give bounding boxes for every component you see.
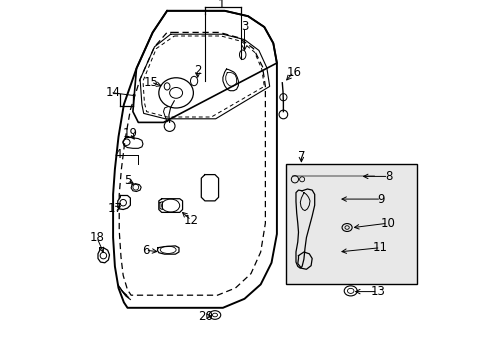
Text: 13: 13 xyxy=(369,285,385,298)
Text: 16: 16 xyxy=(286,66,301,78)
Text: 9: 9 xyxy=(377,193,384,206)
Bar xyxy=(285,164,416,284)
Text: 19: 19 xyxy=(122,127,137,140)
Text: 7: 7 xyxy=(297,150,305,163)
Text: 5: 5 xyxy=(123,174,131,186)
Text: 11: 11 xyxy=(372,241,387,254)
Text: 20: 20 xyxy=(198,310,213,323)
Text: 18: 18 xyxy=(89,231,104,244)
Text: 14: 14 xyxy=(105,86,121,99)
Text: 8: 8 xyxy=(384,170,391,183)
Text: 12: 12 xyxy=(183,214,198,227)
Text: 6: 6 xyxy=(142,244,149,257)
Text: 2: 2 xyxy=(194,64,201,77)
Text: 3: 3 xyxy=(240,21,248,33)
Text: 4: 4 xyxy=(114,148,122,161)
Text: 17: 17 xyxy=(107,202,122,215)
Text: 1: 1 xyxy=(218,0,225,11)
Text: 10: 10 xyxy=(380,217,394,230)
Text: 15: 15 xyxy=(143,76,158,89)
